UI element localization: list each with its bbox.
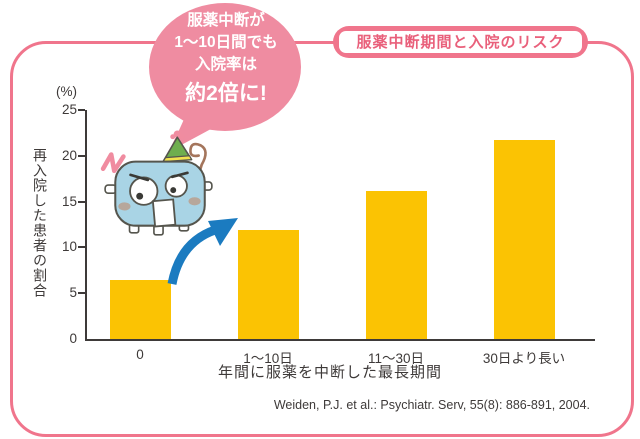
bar xyxy=(493,140,555,339)
bar xyxy=(109,280,171,339)
chart-title-box: 服薬中断期間と入院のリスク xyxy=(339,31,582,53)
x-tick-label: 0 xyxy=(136,347,144,362)
y-tick-label: 0 xyxy=(69,331,77,346)
surprised-robot-mascot-icon xyxy=(100,130,213,236)
y-tick-mark xyxy=(78,154,85,157)
chart-title: 服薬中断期間と入院のリスク xyxy=(356,33,565,51)
chart-title-pill: 服薬中断期間と入院のリスク xyxy=(333,26,588,58)
y-axis-title: 再入院した患者の割合 xyxy=(32,148,48,298)
y-tick-mark xyxy=(78,246,85,249)
curved-swoosh-arrow-icon xyxy=(167,218,238,285)
y-tick-mark xyxy=(78,109,85,111)
bubble-line-3: 入院率は xyxy=(194,56,257,73)
x-tick-label: 30日より長い xyxy=(482,351,566,366)
y-tick-label: 25 xyxy=(61,102,77,117)
card-frame xyxy=(10,41,634,437)
y-tick-label: 15 xyxy=(61,193,77,209)
bar xyxy=(365,190,427,339)
y-tick-label: 20 xyxy=(61,147,77,163)
x-tick-label: 1〜10日 xyxy=(243,351,293,366)
x-axis-title: 年間に服薬を中断した最長期間 xyxy=(217,364,442,381)
bubble-line-4: 約2倍に! xyxy=(185,82,267,105)
y-tick-mark xyxy=(78,200,85,203)
y-axis-unit-label: (%) xyxy=(56,84,77,99)
citation-text: Weiden, P.J. et al.: Psychiatr. Serv, 55… xyxy=(273,398,590,412)
y-tick-label: 5 xyxy=(69,285,77,301)
bubble-line-2: 1〜10日間でも xyxy=(174,34,278,51)
plot-area: 0 1〜10日 11〜30日 30日より長い 0 5 10 15 20 25 xyxy=(62,102,595,366)
speech-bubble-icon xyxy=(149,3,301,152)
x-tick-label: 11〜30日 xyxy=(367,351,425,366)
y-tick-mark xyxy=(78,292,85,295)
bubble-line-1: 服薬中断が xyxy=(187,12,265,29)
y-tick-label: 10 xyxy=(61,239,77,255)
speech-bubble-text: 服薬中断が 1〜10日間でも 入院率は 約2倍に! xyxy=(150,10,302,109)
bar xyxy=(237,230,299,339)
